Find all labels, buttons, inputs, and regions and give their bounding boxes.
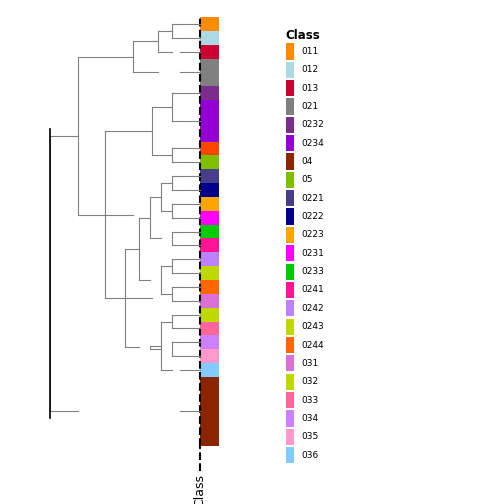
Bar <box>200 294 219 307</box>
Text: 0232: 0232 <box>301 120 324 130</box>
Bar <box>200 183 219 197</box>
Bar <box>200 377 219 446</box>
Text: Class: Class <box>286 29 321 42</box>
Bar <box>200 322 219 335</box>
Bar <box>286 153 294 170</box>
Text: 0243: 0243 <box>301 322 324 331</box>
Bar <box>286 429 294 445</box>
Bar <box>286 190 294 206</box>
Bar <box>200 100 219 142</box>
Bar <box>200 58 219 86</box>
Text: 05: 05 <box>301 175 312 184</box>
Bar <box>200 169 219 183</box>
Bar <box>286 245 294 262</box>
Bar <box>286 98 294 114</box>
Text: 033: 033 <box>301 396 319 405</box>
Bar <box>286 319 294 335</box>
Bar <box>200 225 219 238</box>
Bar <box>200 142 219 155</box>
Bar <box>200 307 219 322</box>
Bar <box>286 355 294 371</box>
Bar <box>286 392 294 408</box>
Bar <box>286 264 294 280</box>
Text: 0221: 0221 <box>301 194 324 203</box>
Bar <box>286 282 294 298</box>
Text: 011: 011 <box>301 47 319 56</box>
Text: 0222: 0222 <box>301 212 324 221</box>
Bar <box>200 266 219 280</box>
Bar <box>200 86 219 100</box>
Text: 021: 021 <box>301 102 319 111</box>
Bar <box>200 155 219 169</box>
Text: 013: 013 <box>301 84 319 93</box>
Bar <box>286 227 294 243</box>
Text: 0233: 0233 <box>301 267 324 276</box>
Text: 0231: 0231 <box>301 249 324 258</box>
Text: 036: 036 <box>301 451 319 460</box>
Bar <box>200 349 219 363</box>
Bar <box>200 238 219 253</box>
Bar <box>200 211 219 225</box>
Text: 031: 031 <box>301 359 319 368</box>
Bar <box>286 209 294 225</box>
Bar <box>200 253 219 266</box>
Text: 012: 012 <box>301 66 319 74</box>
Bar <box>286 300 294 317</box>
Bar <box>286 43 294 59</box>
Bar <box>200 31 219 45</box>
Bar <box>286 135 294 151</box>
Bar <box>200 17 219 31</box>
Text: 035: 035 <box>301 432 319 442</box>
Bar <box>200 335 219 349</box>
Text: 0242: 0242 <box>301 304 324 313</box>
Bar <box>286 61 294 78</box>
Bar <box>286 172 294 188</box>
Text: 04: 04 <box>301 157 312 166</box>
Text: 0234: 0234 <box>301 139 324 148</box>
Text: Class: Class <box>193 474 206 504</box>
Bar <box>286 410 294 426</box>
Bar <box>200 280 219 294</box>
Bar <box>286 80 294 96</box>
Bar <box>286 373 294 390</box>
Bar <box>286 447 294 463</box>
Text: 0223: 0223 <box>301 230 324 239</box>
Text: 0244: 0244 <box>301 341 324 349</box>
Bar <box>286 337 294 353</box>
Bar <box>286 117 294 133</box>
Text: 032: 032 <box>301 377 319 386</box>
Bar <box>200 197 219 211</box>
Text: 034: 034 <box>301 414 319 423</box>
Bar <box>200 363 219 377</box>
Text: 0241: 0241 <box>301 285 324 294</box>
Bar <box>200 45 219 58</box>
